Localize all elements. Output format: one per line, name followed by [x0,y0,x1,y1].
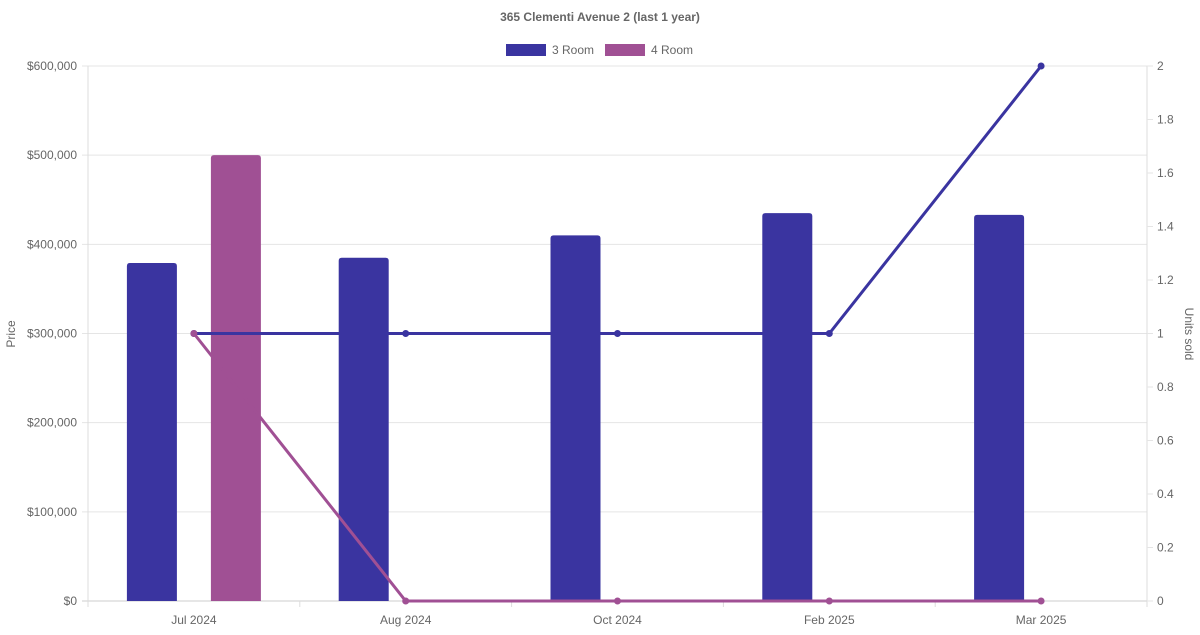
y-axis: $0 $100,000 $200,000 $300,000 $400,000 $500,0… [27,59,77,608]
y-tick-label: $500,000 [27,148,77,162]
y2-tick-label: 0 [1157,594,1164,608]
x-tick-label: Aug 2024 [380,613,432,627]
y-tick-label: $0 [64,594,78,608]
bar-3-room [974,214,1025,602]
point-4-room [825,597,833,605]
x-tick-label: Jul 2024 [171,613,217,627]
y-tick-label: $100,000 [27,505,77,519]
y-tick-label: $200,000 [27,416,77,430]
y2-axis-label: Units sold [1182,308,1196,361]
y2-tick-label: 2 [1157,59,1164,73]
legend-swatch [605,44,645,56]
y2-tick-label: 1.4 [1157,220,1174,234]
line-3-room [193,65,1043,335]
x-tick-label: Oct 2024 [593,613,642,627]
chart-title: 365 Clementi Avenue 2 (last 1 year) [500,10,700,24]
line-4-room [192,332,1042,603]
legend: 3 Room 4 Room [506,43,693,57]
y2-tick-label: 1 [1157,327,1164,341]
y2-tick-label: 1.6 [1157,166,1174,180]
point-3-room [1037,62,1045,70]
y-tick-label: $400,000 [27,237,77,251]
y-axis-label: Price [4,320,18,348]
bar-4-room [210,155,261,601]
y2-tick-label: 0.4 [1157,487,1174,501]
y2-tick-label: 0.8 [1157,380,1174,394]
y-tick-label: $300,000 [27,327,77,341]
y2-tick-label: 0.2 [1157,541,1174,555]
y2-tick-label: 1.8 [1157,113,1174,127]
bars [126,155,1025,602]
x-axis: Jul 2024 Aug 2024 Oct 2024 Feb 2025 Mar 2025 [171,613,1067,627]
point-4-room [402,597,410,605]
point-4-room [1037,597,1045,605]
x-tick-label: Mar 2025 [1016,613,1067,627]
bar-3-room [338,257,389,601]
bar-3-room [762,213,813,601]
point-3-room [825,330,833,337]
y-tick-label: $600,000 [27,59,77,73]
point-3-room [402,330,410,337]
bar-3-room [550,235,601,601]
point-3-room [614,330,621,337]
bar-3-room [126,263,177,601]
lines [190,62,1045,605]
y2-axis: 0 0.2 0.4 0.6 0.8 1 1.2 1.4 1.6 1.8 2 [1147,59,1174,608]
x-tick-label: Feb 2025 [804,613,855,627]
y2-tick-label: 0.6 [1157,434,1174,448]
legend-label: 3 Room [552,43,594,57]
legend-swatch [506,44,546,56]
y2-tick-label: 1.2 [1157,273,1174,287]
point-4-room [190,330,198,337]
point-4-room [614,597,621,605]
legend-label: 4 Room [651,43,693,57]
